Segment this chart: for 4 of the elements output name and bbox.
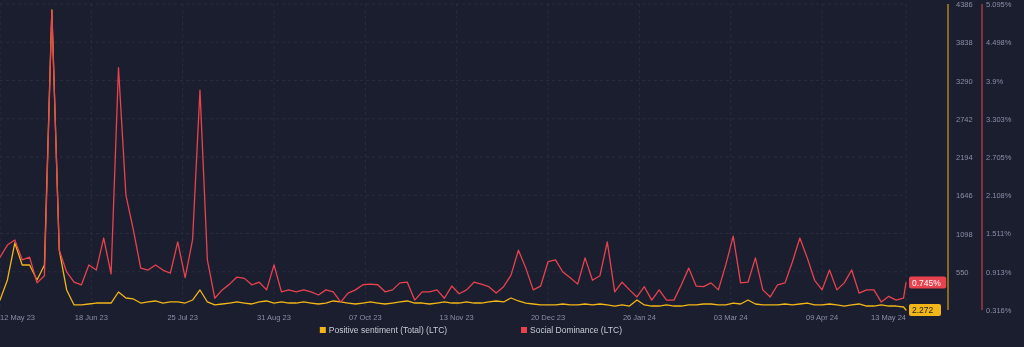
legend-label: Positive sentiment (Total) (LTC) (328, 325, 448, 335)
legend-label: Social Dominance (LTC) (530, 325, 623, 335)
data-label: 0.745% (912, 278, 942, 289)
data-label: 2.272 (912, 305, 934, 316)
